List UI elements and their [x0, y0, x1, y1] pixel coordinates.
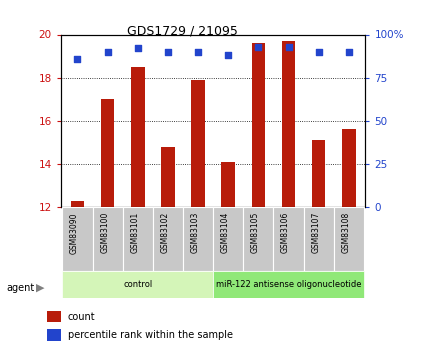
Bar [191, 80, 204, 207]
Bar [251, 43, 265, 207]
Bar [47, 329, 61, 341]
Bar [62, 271, 213, 298]
Bar [221, 162, 234, 207]
Text: GSM83107: GSM83107 [310, 212, 319, 254]
Point [74, 56, 81, 61]
Point [134, 46, 141, 51]
Bar [101, 99, 114, 207]
Bar [92, 207, 122, 271]
Point [315, 49, 322, 55]
Bar [183, 207, 213, 271]
Text: miR-122 antisense oligonucleotide: miR-122 antisense oligonucleotide [215, 280, 361, 289]
Bar [281, 41, 295, 207]
Text: ▶: ▶ [36, 283, 44, 293]
Text: GSM83106: GSM83106 [280, 212, 289, 254]
Bar [47, 311, 61, 322]
Bar [243, 207, 273, 271]
Point [224, 52, 231, 58]
Text: GSM83103: GSM83103 [190, 212, 199, 254]
Bar [213, 207, 243, 271]
Bar [213, 271, 363, 298]
Text: agent: agent [7, 283, 35, 293]
Point [284, 44, 291, 49]
Point [164, 49, 171, 55]
Bar [62, 207, 92, 271]
Text: GSM83108: GSM83108 [341, 212, 349, 253]
Text: GDS1729 / 21095: GDS1729 / 21095 [127, 24, 237, 37]
Point [104, 49, 111, 55]
Point [345, 49, 352, 55]
Bar [333, 207, 363, 271]
Bar [71, 200, 84, 207]
Bar [303, 207, 333, 271]
Text: GSM83100: GSM83100 [100, 212, 109, 254]
Text: percentile rank within the sample: percentile rank within the sample [67, 331, 232, 340]
Bar [311, 140, 325, 207]
Bar [341, 129, 355, 207]
Bar [122, 207, 152, 271]
Text: GSM83105: GSM83105 [250, 212, 259, 254]
Text: GSM83102: GSM83102 [160, 212, 169, 253]
Text: control: control [123, 280, 152, 289]
Text: GSM83101: GSM83101 [130, 212, 139, 253]
Point [254, 44, 261, 49]
Point [194, 49, 201, 55]
Text: count: count [67, 312, 95, 322]
Text: GSM83104: GSM83104 [220, 212, 229, 254]
Bar [273, 207, 303, 271]
Text: GSM83090: GSM83090 [70, 212, 79, 254]
Bar [161, 147, 174, 207]
Bar [152, 207, 183, 271]
Bar [131, 67, 144, 207]
